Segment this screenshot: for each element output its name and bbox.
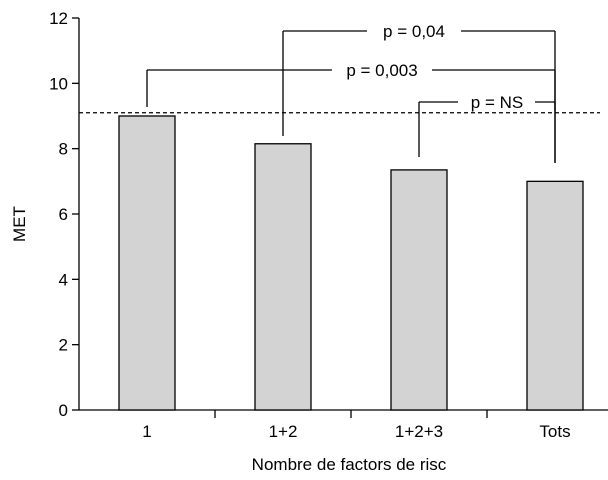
y-tick-label: 0: [59, 401, 68, 420]
bar-1: [118, 115, 176, 411]
significance-brackets: p = 0,04 p = 0,003 p = NS: [146, 22, 556, 163]
x-axis-ticks: 1 1+2 1+2+3 Tots: [142, 410, 571, 441]
x-axis-label: Nombre de factors de risc: [252, 455, 447, 474]
x-tick-label: 1: [142, 422, 151, 441]
p-value-label: p = NS: [471, 93, 523, 112]
bar-3: [390, 169, 448, 411]
x-tick-label: 1+2+3: [395, 422, 443, 441]
y-tick-label: 12: [49, 9, 68, 28]
y-tick-label: 10: [49, 74, 68, 93]
bar-4: [526, 180, 584, 411]
y-tick-label: 4: [59, 270, 68, 289]
p-value-label: p = 0,003: [346, 61, 417, 80]
x-tick-label: 1+2: [269, 422, 298, 441]
y-axis-ticks: 0 2 4 6 8 10 12: [49, 9, 79, 420]
bar-2: [254, 143, 312, 411]
p-value-label: p = 0,04: [383, 22, 445, 41]
y-axis-label: MET: [10, 206, 29, 242]
y-tick-label: 6: [59, 205, 68, 224]
y-tick-label: 2: [59, 336, 68, 355]
bars-group: [118, 115, 584, 411]
x-tick-label: Tots: [539, 422, 570, 441]
y-tick-label: 8: [59, 140, 68, 159]
